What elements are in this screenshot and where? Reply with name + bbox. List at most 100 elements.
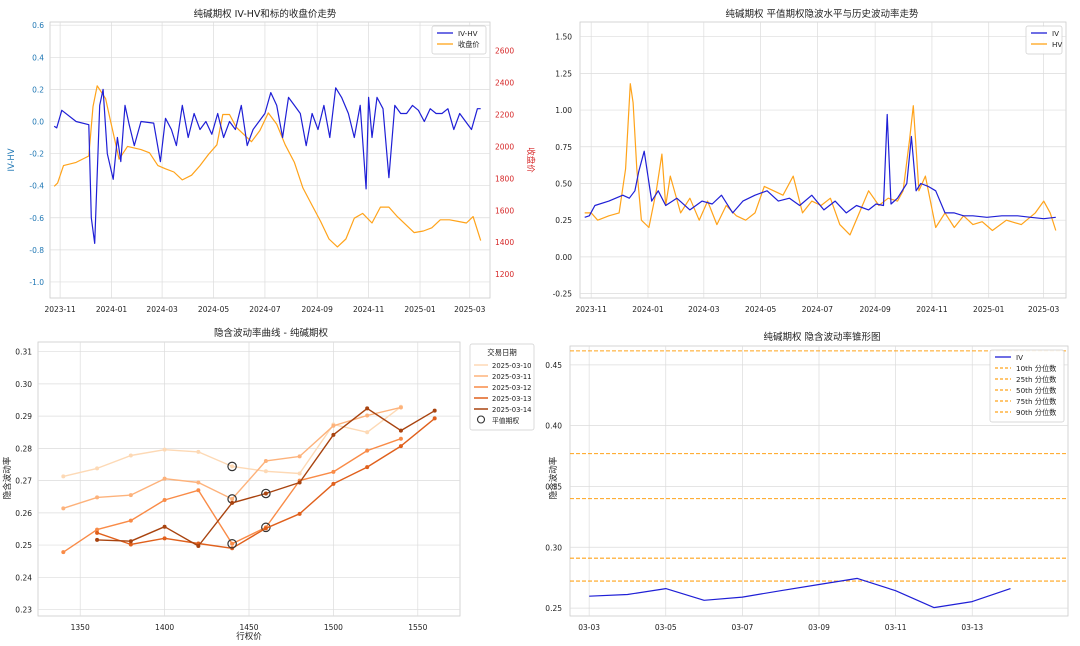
x-tick-label: 1350 bbox=[71, 623, 90, 632]
x-tick-label: 2024-07 bbox=[802, 305, 834, 314]
smile-point bbox=[331, 423, 336, 428]
y-tick-label: -0.25 bbox=[553, 290, 573, 299]
smile-point bbox=[128, 539, 133, 544]
smile-point bbox=[263, 458, 268, 463]
smile-point bbox=[61, 474, 66, 479]
atm-iv-vs-hv-chart: 纯碱期权 平值期权隐波水平与历史波动率走势 -0.25 0.00 0.25 0.50 0… bbox=[553, 8, 1067, 314]
smile-point bbox=[196, 449, 201, 454]
y-tick-label: 0.6 bbox=[32, 21, 44, 30]
y-axis-label: 隐含波动率 bbox=[548, 456, 559, 499]
chart-title: 纯碱期权 IV-HV和标的收盘价走势 bbox=[194, 8, 337, 20]
x-tick-label: 2023-11 bbox=[44, 305, 76, 314]
y-tick-label: 0.28 bbox=[15, 444, 32, 453]
legend-label: IV bbox=[1052, 29, 1059, 38]
legend-label: 2025-03-14 bbox=[492, 406, 532, 414]
x-tick-label: 2025-01 bbox=[404, 305, 436, 314]
x-tick-label: 2024-11 bbox=[353, 305, 385, 314]
y-tick-label: 0.30 bbox=[545, 543, 562, 552]
y-tick-label: 0.50 bbox=[555, 179, 572, 188]
x-tick-label: 2025-03 bbox=[454, 305, 486, 314]
legend-atm-marker bbox=[476, 415, 486, 424]
y-tick-label: 0.24 bbox=[15, 573, 32, 582]
smile-point bbox=[297, 471, 302, 476]
smile-point bbox=[162, 447, 167, 452]
smile-point bbox=[128, 453, 133, 458]
smile-point bbox=[398, 405, 403, 410]
x-tick-label: 2024-09 bbox=[859, 305, 891, 314]
y-tick-label: -0.4 bbox=[29, 182, 44, 191]
smile-point bbox=[128, 518, 133, 523]
y-tick-label: 0.27 bbox=[15, 477, 32, 486]
atm-marker bbox=[261, 488, 271, 499]
x-tick-label: 03-03 bbox=[578, 623, 600, 632]
legend-label: 2025-03-12 bbox=[492, 384, 532, 392]
smile-point bbox=[432, 408, 437, 413]
smile-point bbox=[365, 465, 370, 470]
smile-line bbox=[63, 406, 402, 509]
x-tick-label: 03-13 bbox=[961, 623, 983, 632]
y-tick-label: 0.00 bbox=[555, 253, 572, 262]
chart-title: 隐含波动率曲线 - 纯碱期权 bbox=[214, 327, 328, 339]
legend-label: IV-HV bbox=[458, 29, 478, 38]
smile-point bbox=[95, 530, 100, 535]
smile-point bbox=[297, 454, 302, 459]
legend-label: IV bbox=[1016, 353, 1023, 362]
y-tick-label: 0.25 bbox=[545, 604, 562, 613]
x-tick-label: 2024-09 bbox=[302, 305, 334, 314]
smile-point bbox=[128, 493, 133, 498]
x-tick-label: 2024-01 bbox=[96, 305, 128, 314]
y-tick-label: -0.2 bbox=[29, 150, 44, 159]
smile-point bbox=[365, 406, 370, 411]
smile-point bbox=[61, 550, 66, 555]
smile-point bbox=[162, 536, 167, 541]
y-tick-label: 0.29 bbox=[15, 412, 32, 421]
smile-point bbox=[196, 480, 201, 485]
iv-cone-chart: 纯碱期权 隐含波动率锥形图 隐含波动率 0.25 0.30 0.35 0.40 0.45… bbox=[545, 331, 1069, 632]
legend-label: 10th 分位数 bbox=[1016, 364, 1056, 373]
smile-point bbox=[331, 432, 336, 437]
x-tick-label: 2024-01 bbox=[632, 305, 664, 314]
smile-point bbox=[230, 496, 235, 501]
smile-point bbox=[365, 448, 370, 453]
hv-line bbox=[584, 83, 1057, 236]
smile-point bbox=[230, 464, 235, 469]
y-tick-label: 0.0 bbox=[32, 117, 44, 126]
smile-point bbox=[230, 541, 235, 546]
y2-tick-label: 2000 bbox=[495, 142, 514, 151]
close-price-line bbox=[53, 85, 482, 248]
y-tick-label: -0.6 bbox=[29, 214, 44, 223]
x-tick-label: 1450 bbox=[239, 623, 258, 632]
atm-marker bbox=[261, 522, 271, 533]
y-tick-label: 0.35 bbox=[545, 482, 562, 491]
smile-point bbox=[61, 506, 66, 511]
smile-point bbox=[263, 469, 268, 474]
legend-label: 2025-03-13 bbox=[492, 395, 532, 403]
y2-axis-label: 收盘价 bbox=[525, 147, 536, 173]
y-tick-label: 0.40 bbox=[545, 422, 562, 431]
y-tick-label: 0.75 bbox=[555, 143, 572, 152]
y2-tick-label: 2400 bbox=[495, 79, 514, 88]
y2-tick-label: 1800 bbox=[495, 174, 514, 183]
legend-label: 75th 分位数 bbox=[1016, 397, 1056, 406]
y2-tick-label: 1400 bbox=[495, 238, 514, 247]
smile-point bbox=[263, 526, 268, 531]
y-tick-label: 0.25 bbox=[555, 216, 572, 225]
smile-point bbox=[128, 542, 133, 547]
legend-label: 25th 分位数 bbox=[1016, 375, 1056, 384]
x-tick-label: 03-05 bbox=[655, 623, 677, 632]
x-tick-label: 2024-03 bbox=[688, 305, 720, 314]
iv-line bbox=[589, 577, 1011, 609]
legend-label: HV bbox=[1052, 40, 1062, 49]
legend-label: 50th 分位数 bbox=[1016, 386, 1056, 395]
x-tick-label: 1550 bbox=[408, 623, 427, 632]
legend-label: 2025-03-10 bbox=[492, 362, 532, 370]
y-axis-label: 隐含波动率 bbox=[2, 456, 13, 499]
chart-title: 纯碱期权 隐含波动率锥形图 bbox=[763, 331, 880, 343]
legend-box bbox=[989, 349, 1065, 423]
y2-tick-label: 2600 bbox=[495, 47, 514, 56]
smile-point bbox=[432, 416, 437, 421]
atm-marker bbox=[227, 538, 237, 549]
x-tick-label: 03-09 bbox=[808, 623, 830, 632]
y2-tick-label: 1200 bbox=[495, 270, 514, 279]
